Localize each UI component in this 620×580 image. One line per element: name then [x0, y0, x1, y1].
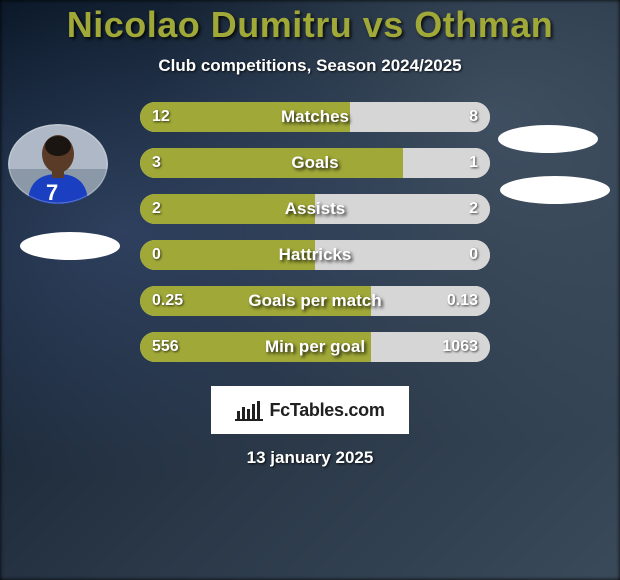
stat-bar: 128Matches	[140, 102, 490, 132]
stat-bar: 0.250.13Goals per match	[140, 286, 490, 316]
stat-row: 31Goals	[0, 146, 620, 192]
stats-container: 128Matches 31Goals 22Assists 00Hattricks 0.2…	[0, 100, 620, 376]
stat-bar: 5561063Min per goal	[140, 332, 490, 362]
bar-chart-icon	[235, 399, 263, 421]
footer-brand-text: FcTables.com	[269, 400, 384, 421]
stat-label: Goals	[140, 148, 490, 178]
footer-logo: FcTables.com	[211, 386, 409, 434]
stat-row: 00Hattricks	[0, 238, 620, 284]
stat-label: Hattricks	[140, 240, 490, 270]
stat-label: Goals per match	[140, 286, 490, 316]
stat-bar: 31Goals	[140, 148, 490, 178]
stat-bar: 22Assists	[140, 194, 490, 224]
subtitle: Club competitions, Season 2024/2025	[0, 56, 620, 76]
stat-row: 22Assists	[0, 192, 620, 238]
stat-bar: 00Hattricks	[140, 240, 490, 270]
date-label: 13 january 2025	[0, 448, 620, 468]
page-title: Nicolao Dumitru vs Othman	[0, 4, 620, 46]
stat-row: 0.250.13Goals per match	[0, 284, 620, 330]
stat-label: Min per goal	[140, 332, 490, 362]
stat-label: Matches	[140, 102, 490, 132]
stat-label: Assists	[140, 194, 490, 224]
stat-row: 128Matches	[0, 100, 620, 146]
stat-row: 5561063Min per goal	[0, 330, 620, 376]
